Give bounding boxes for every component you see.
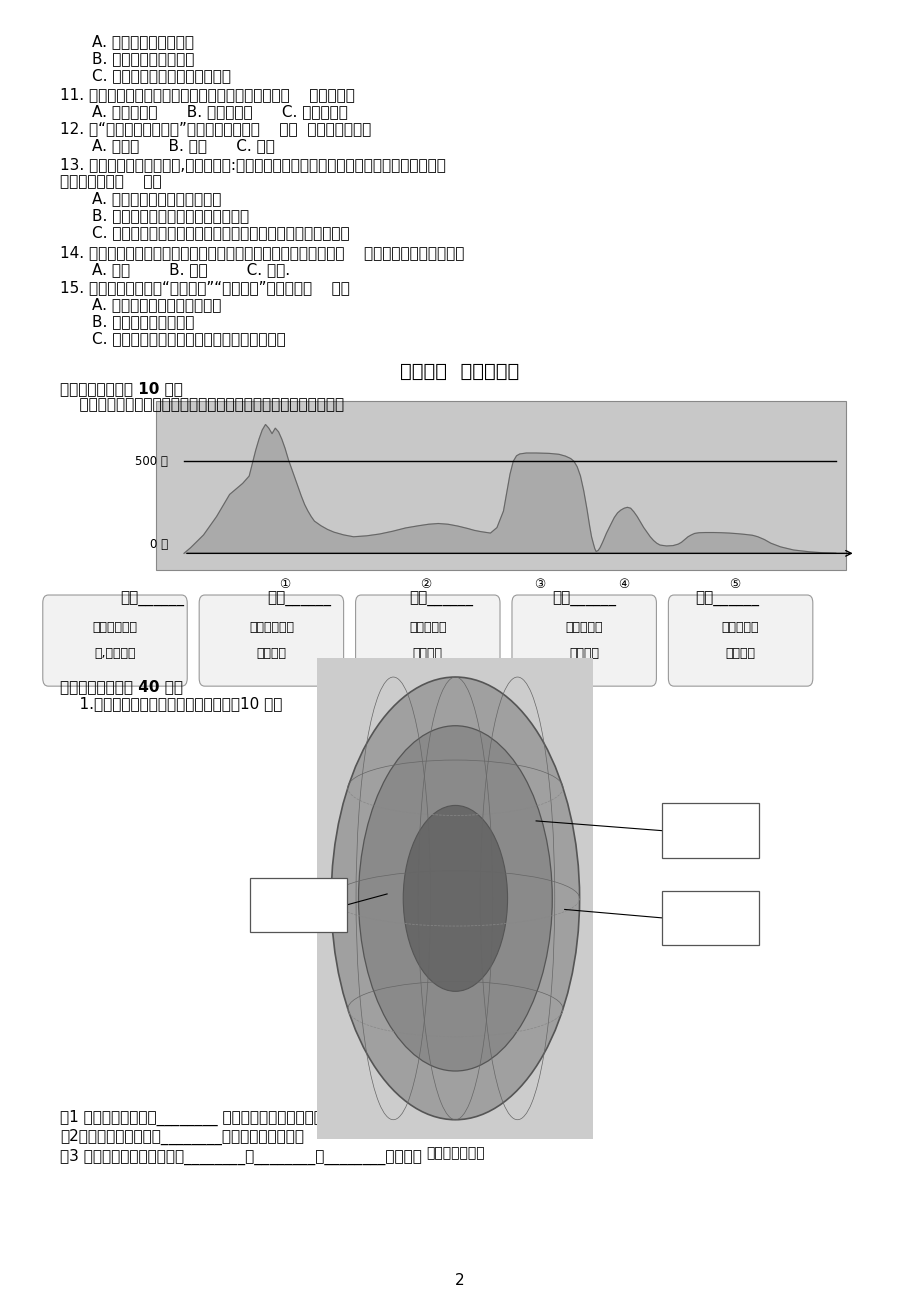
- Text: 四周地势高，: 四周地势高，: [249, 621, 293, 634]
- Text: A. 流水        B. 风力        C. 气温.: A. 流水 B. 风力 C. 气温.: [92, 262, 289, 277]
- Text: 地面开阔，: 地面开阔，: [721, 621, 758, 634]
- Text: 地球的内部结构: 地球的内部结构: [425, 1146, 484, 1160]
- Text: 坡度陨峻: 坡度陨峻: [413, 647, 442, 660]
- Text: B. 这里曾发生了海陆变迁的地形变化: B. 这里曾发生了海陆变迁的地形变化: [92, 208, 249, 224]
- Text: 高原______: 高原______: [694, 592, 758, 608]
- FancyBboxPatch shape: [662, 891, 758, 945]
- Text: （3 ）地球表面的岩石可分为________、________和________三大类。: （3 ）地球表面的岩石可分为________、________和________…: [60, 1148, 421, 1164]
- Text: 坦,海拔较低: 坦,海拔较低: [94, 647, 136, 660]
- FancyBboxPatch shape: [250, 878, 346, 932]
- Text: 丘陵______: 丘陵______: [551, 592, 616, 608]
- Text: C. 贝类原来生活在高山上，后来环境巨变，才适应到水中生活: C. 贝类原来生活在高山上，后来环境巨变，才适应到水中生活: [92, 225, 349, 241]
- Text: 第二部分  实验探究园: 第二部分 实验探究园: [400, 362, 519, 381]
- Text: ②: ②: [419, 578, 430, 591]
- Ellipse shape: [403, 806, 507, 991]
- Text: 11. 地球表面有许多溢流和沟壑，这些现象主要是由（    ）形成的。: 11. 地球表面有许多溢流和沟壑，这些现象主要是由（ ）形成的。: [60, 87, 355, 103]
- Text: 海拔不高: 海拔不高: [569, 647, 598, 660]
- Text: 中间低平: 中间低平: [256, 647, 286, 660]
- FancyBboxPatch shape: [43, 595, 187, 686]
- Text: 五、探究题。（共 40 分）: 五、探究题。（共 40 分）: [60, 680, 183, 695]
- Text: A. 岩石的风化      B. 流水的侵蚀      C. 风力的作用: A. 岩石的风化 B. 流水的侵蚀 C. 风力的作用: [92, 104, 347, 120]
- Text: 盆地______: 盆地______: [409, 592, 473, 608]
- FancyBboxPatch shape: [511, 595, 656, 686]
- Text: 500 米: 500 米: [135, 454, 167, 467]
- Text: 坡度较缓，: 坡度较缓，: [565, 621, 602, 634]
- Text: 12. 在“雨水如何影响土地”的模拟实验中，（    ）容  易被雨水冲走。: 12. 在“雨水如何影响土地”的模拟实验中，（ ）容 易被雨水冲走。: [60, 121, 370, 137]
- Text: B. 黄河流域多植树造林: B. 黄河流域多植树造林: [92, 51, 194, 66]
- Text: （2）火山喷发时产生的________会使土壤更加肥沃。: （2）火山喷发时产生的________会使土壤更加肥沃。: [60, 1129, 303, 1144]
- Text: 将图上的序号填在对应的横线上，并将地形与其特点用线连起来。: 将图上的序号填在对应的横线上，并将地形与其特点用线连起来。: [60, 397, 344, 413]
- Text: 1.请在下图中填出地球结构的名称。（10 分）: 1.请在下图中填出地球结构的名称。（10 分）: [60, 697, 282, 712]
- Text: 山地______: 山地______: [119, 592, 184, 608]
- Text: 海拔较高: 海拔较高: [725, 647, 754, 660]
- Text: C. 西部地区的水土流失和沙漠化现象比较严重: C. 西部地区的水土流失和沙漠化现象比较严重: [92, 331, 286, 346]
- Text: 15. 我国西部地区实施“退耕还林”“退耕还草”的原因是（    ）。: 15. 我国西部地区实施“退耕还林”“退耕还草”的原因是（ ）。: [60, 280, 349, 296]
- Text: C. 在上游多建水电站，拦住泥沙: C. 在上游多建水电站，拦住泥沙: [92, 68, 231, 83]
- FancyBboxPatch shape: [199, 595, 343, 686]
- FancyBboxPatch shape: [156, 401, 845, 570]
- FancyBboxPatch shape: [668, 595, 812, 686]
- Text: 推理合理的是（    ）。: 推理合理的是（ ）。: [60, 174, 161, 190]
- Text: B. 放牧需要更多的草地: B. 放牧需要更多的草地: [92, 314, 194, 329]
- FancyBboxPatch shape: [662, 803, 758, 858]
- Text: ⑤: ⑤: [729, 578, 740, 591]
- Text: 0 米: 0 米: [150, 538, 167, 551]
- Text: A. 小石子      B. 细沙      C. 黏土: A. 小石子 B. 细沙 C. 黏土: [92, 138, 275, 154]
- Text: 起伏很大，: 起伏很大，: [409, 621, 446, 634]
- Text: A. 远古人类曾将贝壳带上高原: A. 远古人类曾将贝壳带上高原: [92, 191, 221, 207]
- Ellipse shape: [358, 725, 551, 1072]
- Text: ①: ①: [279, 578, 290, 591]
- Text: 平原______: 平原______: [267, 592, 331, 608]
- Text: （1 ）地震主要发生在________ 这一部分，而火山喷发则与________和________的运动有关。: （1 ）地震主要发生在________ 这一部分，而火山喷发则与________…: [60, 1109, 517, 1125]
- Polygon shape: [184, 424, 835, 553]
- Text: 2: 2: [455, 1273, 464, 1289]
- Text: A. 把河床中的泥沙挤去: A. 把河床中的泥沙挤去: [92, 34, 194, 49]
- FancyBboxPatch shape: [356, 595, 500, 686]
- Text: ④: ④: [618, 578, 630, 591]
- Text: A. 人们对木材的需求越来越大: A. 人们对木材的需求越来越大: [92, 297, 221, 312]
- Text: 13. 小科在西藏某地旅游时,导游告诉他:当地山体中有很多不同种类的贝壳化石。小科的以下: 13. 小科在西藏某地旅游时,导游告诉他:当地山体中有很多不同种类的贝壳化石。小…: [60, 158, 445, 173]
- Text: ③: ③: [533, 578, 544, 591]
- Ellipse shape: [331, 677, 579, 1120]
- Text: 四、连线题。（共 10 分）: 四、连线题。（共 10 分）: [60, 381, 183, 397]
- FancyBboxPatch shape: [317, 658, 593, 1139]
- Text: 地貌宽广、平: 地貌宽广、平: [93, 621, 137, 634]
- Text: 14. 錢塘江岸边的堤坑下部的岩石比上部的岩石要光滑，这是由于（    ）对岩石的作用引起的。: 14. 錢塘江岸边的堤坑下部的岩石比上部的岩石要光滑，这是由于（ ）对岩石的作用…: [60, 245, 464, 260]
